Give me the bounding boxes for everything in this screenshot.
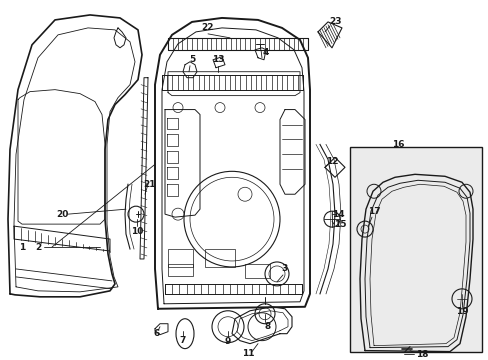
- Text: 20: 20: [56, 210, 68, 219]
- Text: 19: 19: [455, 307, 468, 316]
- Text: 1: 1: [19, 243, 25, 252]
- Bar: [168, 264, 193, 276]
- FancyBboxPatch shape: [349, 147, 481, 352]
- Text: 4: 4: [262, 48, 268, 57]
- Text: 3: 3: [280, 265, 286, 274]
- Text: 13: 13: [211, 55, 224, 64]
- Bar: [204, 249, 235, 267]
- Text: 6: 6: [154, 329, 160, 338]
- Text: 18: 18: [415, 350, 427, 359]
- Bar: [244, 264, 269, 278]
- Text: 16: 16: [391, 140, 404, 149]
- Text: 11: 11: [241, 349, 254, 358]
- Text: 2: 2: [35, 243, 41, 252]
- Text: 22: 22: [202, 23, 214, 32]
- Text: 5: 5: [188, 55, 195, 64]
- Bar: [168, 249, 193, 267]
- Text: 9: 9: [224, 337, 231, 346]
- Text: 10: 10: [131, 226, 143, 235]
- Text: 15: 15: [333, 220, 346, 229]
- Text: 8: 8: [264, 322, 270, 331]
- Text: 7: 7: [180, 336, 186, 345]
- Text: 12: 12: [325, 157, 338, 166]
- Text: 17: 17: [367, 207, 380, 216]
- Text: 21: 21: [143, 180, 156, 189]
- Text: 23: 23: [328, 17, 341, 26]
- Text: 14: 14: [331, 210, 344, 219]
